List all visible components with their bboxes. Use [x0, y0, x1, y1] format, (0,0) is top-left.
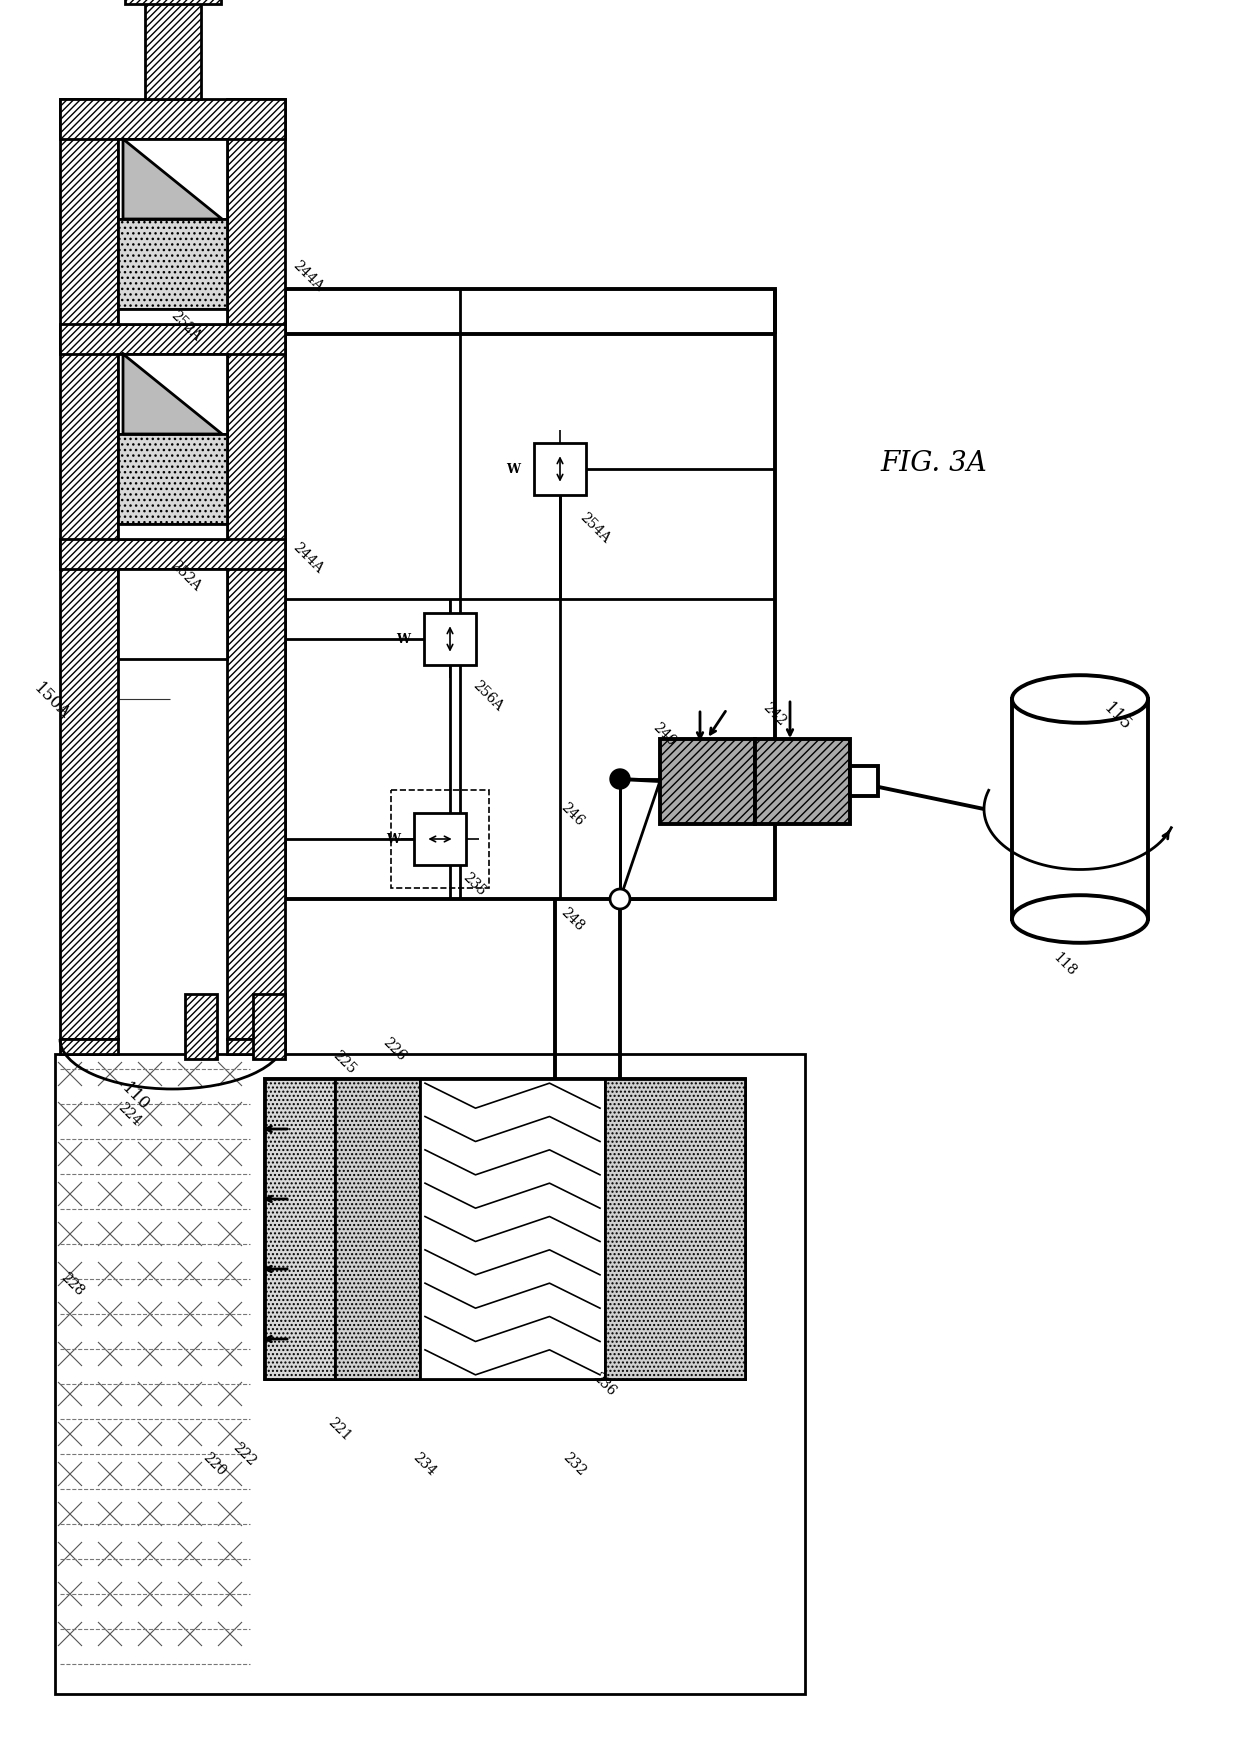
- Bar: [60, 100, 118, 1040]
- Circle shape: [610, 889, 630, 910]
- Bar: [55, 1054, 805, 1694]
- Text: 221: 221: [325, 1414, 353, 1442]
- Text: W: W: [506, 464, 521, 476]
- Text: 236: 236: [590, 1369, 619, 1397]
- Text: 244A: 244A: [290, 258, 326, 293]
- Bar: [60, 1040, 118, 1054]
- Text: 225: 225: [330, 1047, 358, 1075]
- Bar: [118, 355, 227, 434]
- Bar: [227, 1040, 285, 1054]
- Polygon shape: [123, 355, 222, 434]
- Text: 118: 118: [1050, 949, 1079, 979]
- Text: 246: 246: [558, 799, 587, 828]
- Text: 235: 235: [460, 870, 489, 898]
- Bar: [755, 740, 849, 824]
- Text: 150A: 150A: [30, 680, 73, 722]
- Bar: [420, 1079, 605, 1379]
- Bar: [265, 1079, 745, 1379]
- Text: 115: 115: [1100, 699, 1135, 734]
- Text: 244A: 244A: [290, 539, 326, 575]
- Text: 248: 248: [558, 905, 587, 933]
- Text: 232: 232: [560, 1450, 589, 1478]
- Bar: [118, 525, 227, 539]
- Bar: [849, 766, 878, 796]
- Text: 228: 228: [58, 1269, 87, 1298]
- Bar: [660, 740, 755, 824]
- Bar: [124, 0, 221, 5]
- Polygon shape: [123, 141, 222, 220]
- Bar: [118, 569, 227, 659]
- Text: FIG. 3A: FIG. 3A: [880, 450, 987, 476]
- Bar: [185, 994, 217, 1059]
- Text: 222: 222: [229, 1439, 258, 1467]
- Text: W: W: [397, 633, 410, 647]
- Text: 226: 226: [379, 1035, 408, 1063]
- Text: 110: 110: [118, 1079, 153, 1114]
- Bar: [391, 791, 490, 889]
- Bar: [605, 1079, 745, 1379]
- Bar: [60, 325, 285, 355]
- Text: 252A: 252A: [167, 557, 203, 594]
- Circle shape: [610, 770, 630, 789]
- Ellipse shape: [1012, 676, 1148, 724]
- Text: 234: 234: [410, 1450, 439, 1478]
- Text: 242: 242: [760, 699, 789, 727]
- Text: 252A: 252A: [167, 307, 203, 343]
- Text: 220: 220: [200, 1450, 228, 1478]
- Bar: [335, 1079, 420, 1379]
- Text: 224: 224: [115, 1100, 144, 1128]
- Bar: [1012, 699, 1148, 919]
- Bar: [265, 1079, 335, 1379]
- Bar: [227, 100, 285, 1040]
- Bar: [118, 141, 227, 220]
- Text: 240: 240: [650, 720, 678, 748]
- Bar: [60, 539, 285, 569]
- Text: W: W: [386, 833, 401, 847]
- Text: 254A: 254A: [577, 510, 613, 545]
- Ellipse shape: [1012, 896, 1148, 944]
- Bar: [534, 445, 587, 495]
- Bar: [253, 994, 285, 1059]
- Bar: [60, 100, 285, 141]
- Bar: [145, 0, 201, 100]
- Bar: [118, 434, 227, 525]
- Bar: [118, 220, 227, 309]
- Bar: [285, 290, 775, 900]
- Bar: [118, 309, 227, 325]
- Bar: [414, 813, 466, 866]
- Bar: [424, 613, 476, 666]
- Text: 256A: 256A: [470, 678, 506, 713]
